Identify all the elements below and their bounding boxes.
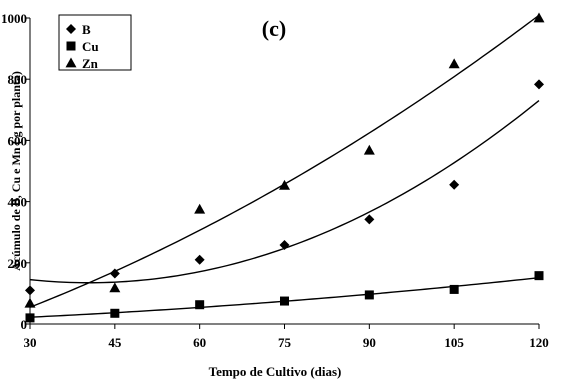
data-point-zn xyxy=(109,282,121,293)
data-point-cu xyxy=(25,313,35,323)
legend-marker-b xyxy=(66,24,76,34)
legend-marker-zn xyxy=(65,57,77,68)
x-tick-label: 45 xyxy=(108,335,122,350)
x-tick-label: 30 xyxy=(24,335,37,350)
data-point-b xyxy=(109,268,120,279)
data-point-cu xyxy=(364,290,374,300)
data-point-b xyxy=(25,285,35,296)
y-tick-label: 600 xyxy=(8,133,28,148)
x-axis-title: Tempo de Cultivo (dias) xyxy=(209,364,342,379)
x-tick-label: 60 xyxy=(193,335,206,350)
y-tick-label: 400 xyxy=(8,195,28,210)
y-tick-label: 1000 xyxy=(1,11,27,26)
data-point-b xyxy=(534,79,544,90)
legend-label-zn: Zn xyxy=(82,56,99,71)
data-point-b xyxy=(194,254,205,265)
data-point-cu xyxy=(280,296,289,306)
data-point-cu xyxy=(449,284,459,294)
legend-label-b: B xyxy=(82,22,91,37)
data-point-cu xyxy=(534,271,544,281)
data-point-cu xyxy=(195,300,205,310)
data-point-zn xyxy=(279,179,290,190)
trendline-b xyxy=(29,100,540,284)
legend: B Cu Zn xyxy=(58,14,132,71)
data-point-b xyxy=(364,214,375,225)
axes-group: 30 45 60 75 90 105 120 0 200 400 600 800 1000 xyxy=(1,11,549,350)
y-axis-title: Acúmulo de B, Cu e Mn ( g por planta) xyxy=(9,71,23,271)
legend-marker-cu xyxy=(66,41,76,51)
data-point-zn xyxy=(533,12,545,23)
y-tick-label: 0 xyxy=(21,317,28,332)
data-points-group xyxy=(24,12,545,323)
legend-label-cu: Cu xyxy=(82,39,99,54)
x-tick-label: 120 xyxy=(529,335,549,350)
data-point-zn xyxy=(448,58,460,69)
y-tick-label: 200 xyxy=(8,256,28,271)
data-point-zn xyxy=(363,144,375,155)
data-point-cu xyxy=(110,308,120,318)
x-tick-label: 105 xyxy=(444,335,464,350)
data-point-b xyxy=(279,240,290,251)
x-tick-label: 90 xyxy=(363,335,376,350)
y-tick-label: 800 xyxy=(8,72,28,87)
x-tick-label: 75 xyxy=(278,335,292,350)
data-point-zn xyxy=(194,203,206,214)
data-point-zn xyxy=(24,297,36,308)
data-point-b xyxy=(449,179,460,190)
panel-label: (c) xyxy=(262,16,286,41)
